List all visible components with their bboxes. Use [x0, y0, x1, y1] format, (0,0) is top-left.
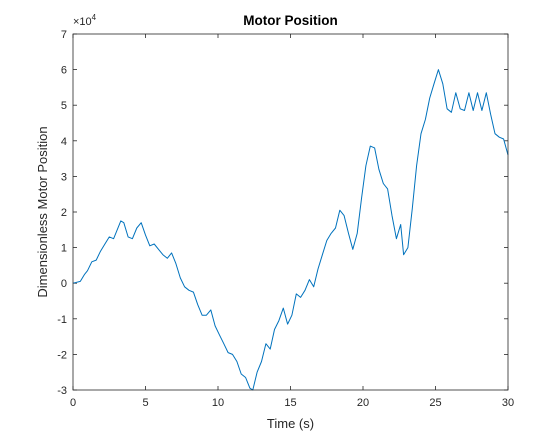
y-tick-label: 2 [61, 207, 67, 219]
y-tick-label: -1 [57, 314, 67, 326]
y-tick-label: 6 [61, 65, 67, 77]
y-tick-label: 4 [61, 136, 67, 148]
y-axis-exponent-label: ×104 [73, 13, 97, 28]
x-tick-label: 30 [502, 397, 514, 409]
y-axis-ticks: -3 -2 -1 0 1 2 3 4 5 6 7 [57, 29, 508, 397]
y-tick-label: 3 [61, 171, 67, 183]
y-tick-label: 7 [61, 29, 67, 41]
y-tick-label: 0 [61, 278, 67, 290]
y-tick-label: 1 [61, 243, 67, 255]
y-tick-label: 5 [61, 100, 67, 112]
x-axis-ticks: 0 5 10 15 20 25 30 [70, 34, 514, 409]
chart-title: Motor Position [243, 13, 338, 28]
y-tick-label: -3 [57, 385, 67, 397]
x-tick-label: 10 [212, 397, 224, 409]
x-axis-label: Time (s) [267, 416, 314, 431]
chart-axes: 0 5 10 15 20 25 30 -3 -2 -1 0 1 2 3 4 5 6 7 [57, 29, 514, 409]
y-axis-label: Dimensionless Motor Position [35, 126, 50, 297]
x-tick-label: 20 [357, 397, 369, 409]
y-axis-exponent-power: 4 [92, 13, 97, 22]
x-tick-label: 0 [70, 397, 76, 409]
x-tick-label: 5 [142, 397, 148, 409]
y-axis-exponent-base: ×10 [73, 16, 92, 28]
x-tick-label: 25 [429, 397, 441, 409]
series-line [72, 69, 509, 391]
plot-area [73, 34, 508, 390]
x-tick-label: 15 [284, 397, 296, 409]
plot-border [72, 33, 509, 391]
y-tick-label: -2 [57, 349, 67, 361]
